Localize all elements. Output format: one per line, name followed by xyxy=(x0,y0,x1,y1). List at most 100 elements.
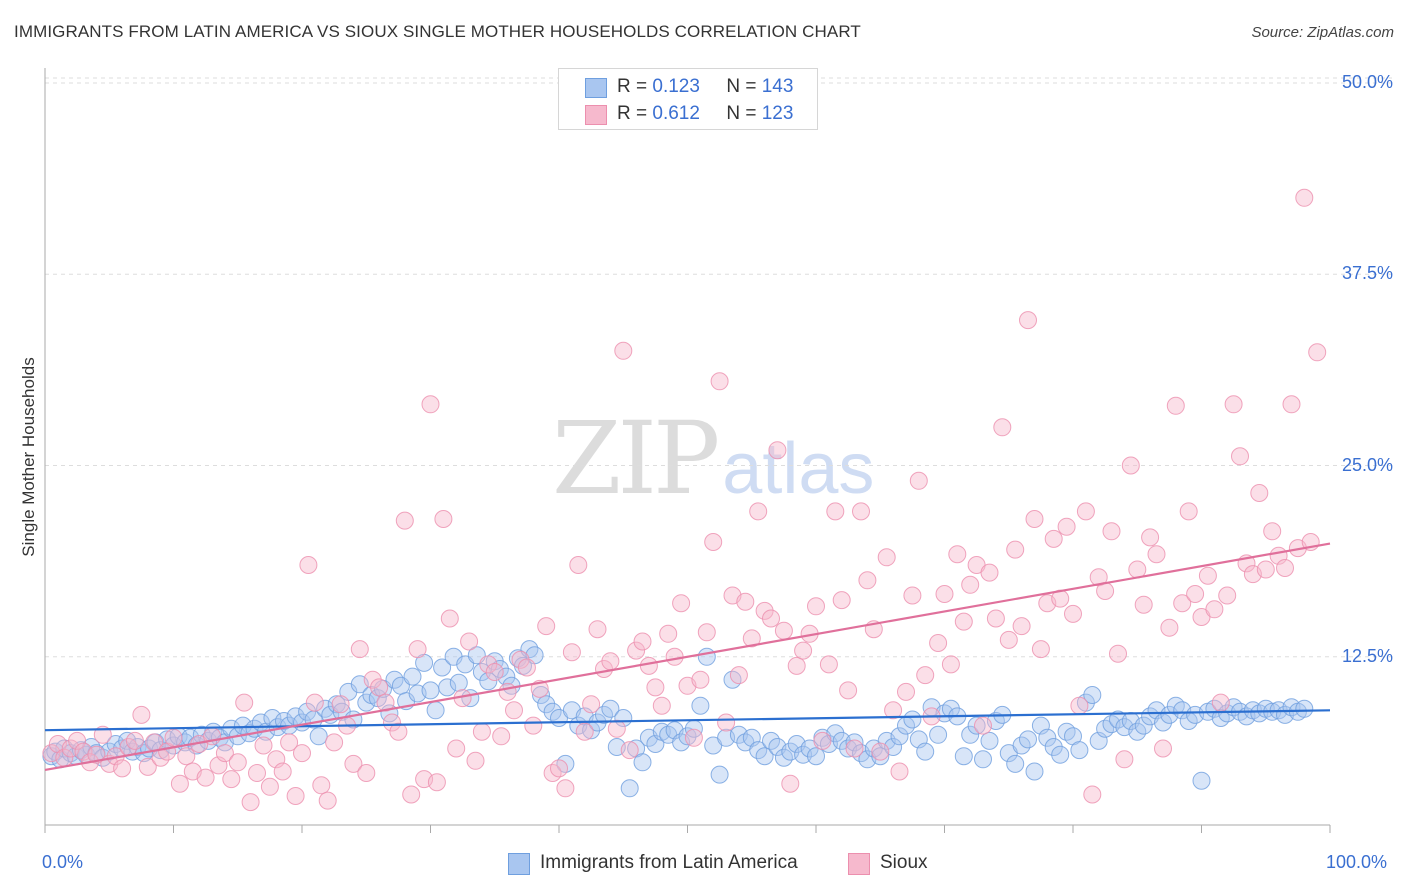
data-point xyxy=(826,502,845,521)
data-point xyxy=(807,747,825,766)
r-value: 0.612 xyxy=(652,103,700,124)
data-point xyxy=(93,725,112,744)
legend-label: Sioux xyxy=(880,852,928,873)
data-point xyxy=(433,658,452,677)
data-point xyxy=(1121,456,1140,475)
legend-label: Immigrants from Latin America xyxy=(540,852,798,873)
data-point xyxy=(717,713,736,732)
data-point xyxy=(138,757,157,776)
data-point xyxy=(839,681,858,700)
n-value: 123 xyxy=(761,103,794,124)
data-point xyxy=(460,632,479,651)
data-point xyxy=(871,747,890,766)
data-point xyxy=(1134,595,1153,614)
data-point xyxy=(1186,585,1205,603)
data-point xyxy=(852,502,870,521)
data-point xyxy=(916,666,935,685)
data-point xyxy=(1179,502,1198,521)
data-point xyxy=(961,575,980,594)
data-point xyxy=(490,660,509,678)
data-point xyxy=(736,592,755,611)
data-point xyxy=(678,727,697,746)
data-point xyxy=(1224,395,1243,414)
data-point xyxy=(1166,396,1185,415)
data-point xyxy=(633,753,652,772)
data-point xyxy=(485,663,504,681)
data-point xyxy=(794,641,813,660)
data-point xyxy=(305,693,324,712)
data-point xyxy=(1250,704,1269,723)
data-point xyxy=(582,695,601,714)
data-point xyxy=(845,733,864,752)
data-point xyxy=(897,682,915,701)
data-point xyxy=(1057,517,1076,536)
data-point xyxy=(1044,529,1063,548)
data-point xyxy=(1134,716,1153,735)
data-point xyxy=(659,624,678,643)
data-point xyxy=(941,699,960,718)
data-point xyxy=(672,594,691,613)
data-point xyxy=(890,762,909,781)
data-point xyxy=(472,722,491,741)
data-point xyxy=(1250,484,1269,502)
data-point xyxy=(497,667,516,686)
y-tick-label: 12.5% xyxy=(1341,645,1393,666)
data-point xyxy=(614,341,633,360)
data-point xyxy=(1173,594,1192,613)
data-point xyxy=(884,701,903,720)
data-point xyxy=(260,777,279,796)
data-point xyxy=(524,716,543,735)
data-point xyxy=(1231,447,1249,466)
data-point xyxy=(768,441,787,460)
data-point xyxy=(710,372,729,391)
data-point xyxy=(1070,696,1089,715)
data-point xyxy=(1006,754,1025,773)
data-point xyxy=(426,701,445,720)
data-point xyxy=(273,762,292,781)
data-point xyxy=(1256,560,1275,579)
data-point xyxy=(819,655,838,674)
data-point xyxy=(440,609,459,628)
data-point xyxy=(691,696,710,715)
data-point xyxy=(438,678,457,697)
y-tick-label: 37.5% xyxy=(1341,263,1393,284)
data-point xyxy=(449,673,468,692)
data-point xyxy=(298,702,317,721)
data-point xyxy=(1147,545,1166,564)
data-point xyxy=(118,731,137,750)
data-point xyxy=(1218,586,1237,605)
data-point xyxy=(235,693,254,712)
data-point xyxy=(466,751,485,770)
data-point xyxy=(1154,739,1172,758)
series-latin-america-points xyxy=(42,640,1314,798)
data-point xyxy=(967,716,986,735)
data-point xyxy=(408,640,427,659)
data-point xyxy=(601,652,620,671)
data-point xyxy=(1115,750,1134,769)
data-point xyxy=(370,678,389,697)
data-point xyxy=(1276,559,1294,577)
data-point xyxy=(395,511,414,530)
watermark: ZIPatlas xyxy=(552,400,874,517)
data-point xyxy=(402,785,421,804)
data-point xyxy=(1102,522,1121,541)
stats-legend: R = 0.123 N = 143 R = 0.612 N = 123 xyxy=(558,68,818,130)
data-point xyxy=(241,793,260,812)
data-point xyxy=(537,617,556,636)
data-point xyxy=(1211,693,1230,712)
data-point xyxy=(1263,522,1282,541)
n-label: N = xyxy=(726,76,762,97)
watermark-atlas: atlas xyxy=(722,429,875,509)
data-point xyxy=(948,545,967,564)
data-point xyxy=(1057,722,1076,741)
data-point xyxy=(299,556,318,574)
r-value: 0.123 xyxy=(652,76,700,97)
source-label: Source: ZipAtlas.com xyxy=(1251,24,1394,41)
data-point xyxy=(550,759,568,778)
data-point xyxy=(1019,311,1037,330)
data-point xyxy=(762,609,780,628)
data-point xyxy=(434,510,453,528)
data-point xyxy=(68,731,87,750)
data-point xyxy=(961,725,980,744)
data-point xyxy=(569,556,588,574)
